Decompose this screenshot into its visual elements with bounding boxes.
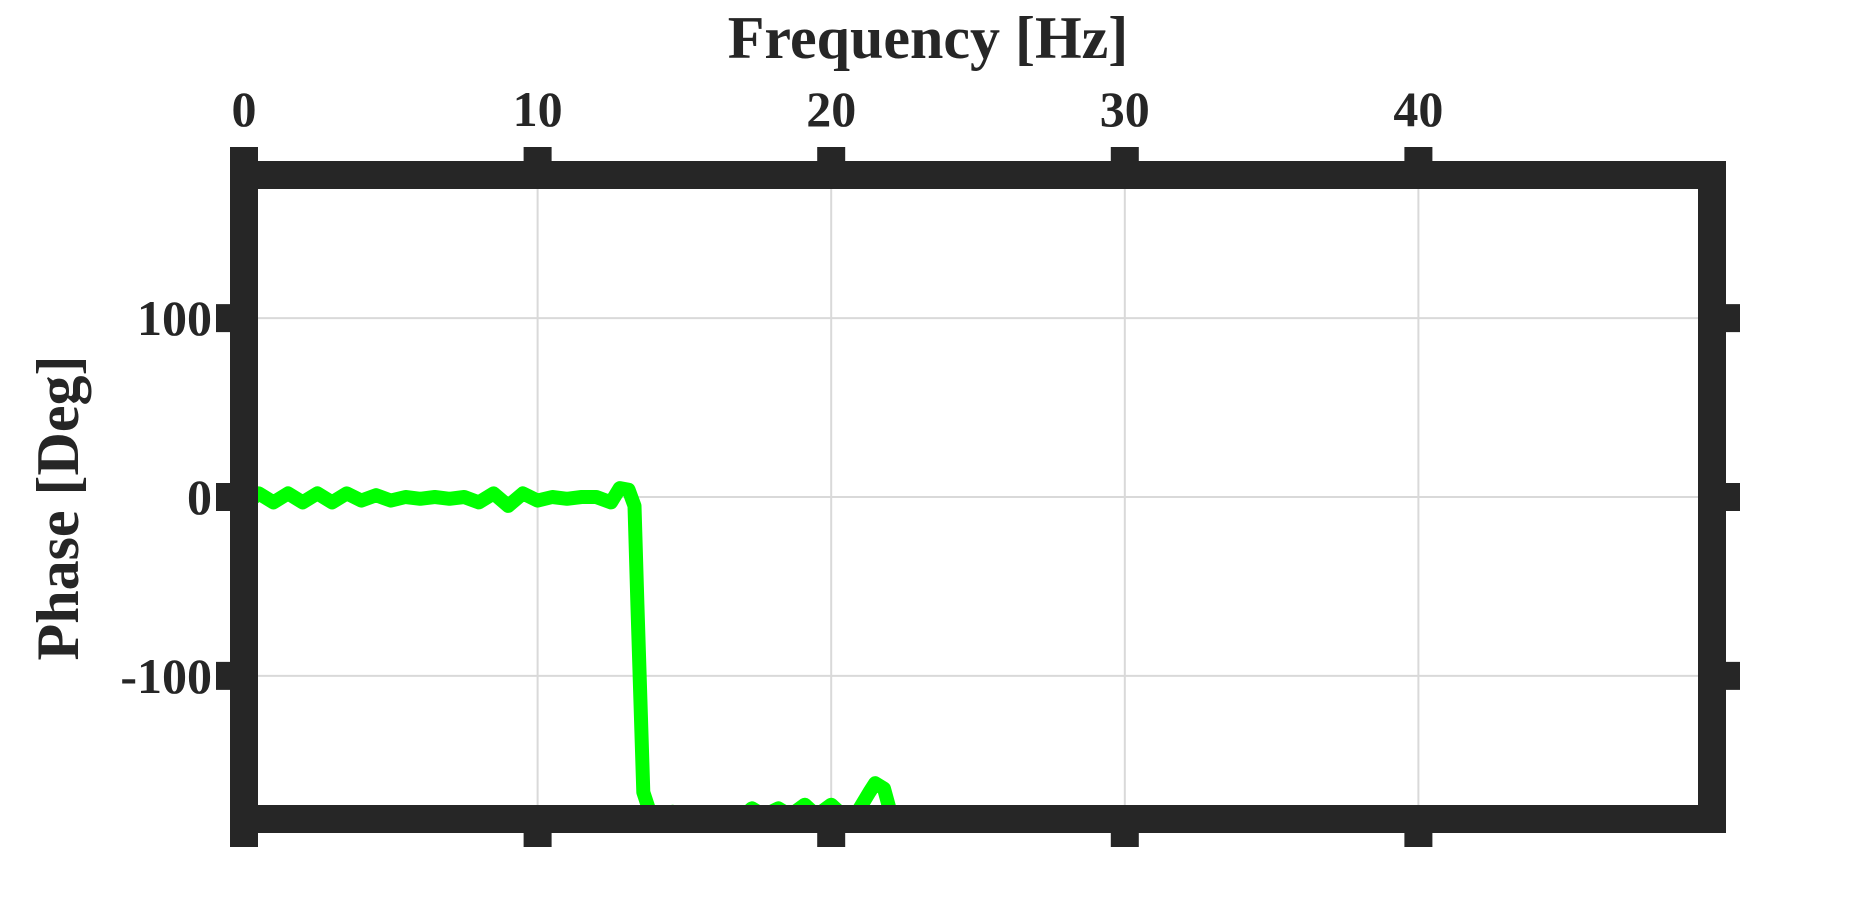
y-tick-label: 0 xyxy=(187,469,212,525)
x-tick-label: 0 xyxy=(232,81,257,137)
tick-marks xyxy=(216,147,1740,847)
x-tick-label: 20 xyxy=(806,81,856,137)
y-axis-label: Phase [Deg] xyxy=(25,356,91,661)
phase-series-line-1 xyxy=(237,481,701,826)
x-tick-label: 10 xyxy=(513,81,563,137)
tick-labels: 0 10 20 30 40 -100 0 100 xyxy=(120,81,1443,704)
y-tick-label: -100 xyxy=(120,648,212,704)
x-axis-label: Frequency [Hz] xyxy=(728,5,1128,71)
series-layer xyxy=(237,481,897,826)
x-tick-label: 40 xyxy=(1393,81,1443,137)
x-tick-label: 30 xyxy=(1100,81,1150,137)
y-tick-label: 100 xyxy=(137,290,212,346)
